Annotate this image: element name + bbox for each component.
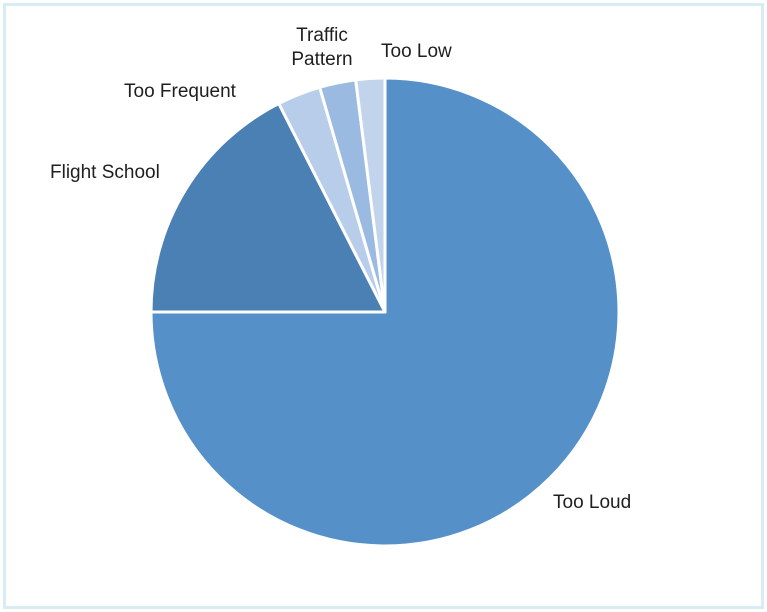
slice-label-too-frequent: Too Frequent — [124, 81, 237, 102]
pie-slice-flight-school — [149, 102, 387, 314]
slice-labels: Too Loud Flight School Too Frequent Traffic… — [50, 25, 631, 513]
slice-label-too-loud: Too Loud — [553, 492, 631, 513]
slice-label-traffic-pattern: Traffic Pattern — [291, 25, 352, 70]
pie-slices — [149, 76, 621, 548]
slice-label-flight-school: Flight School — [50, 162, 160, 183]
pie-slice-too-low — [354, 76, 387, 314]
slice-label-too-low: Too Low — [381, 41, 452, 62]
